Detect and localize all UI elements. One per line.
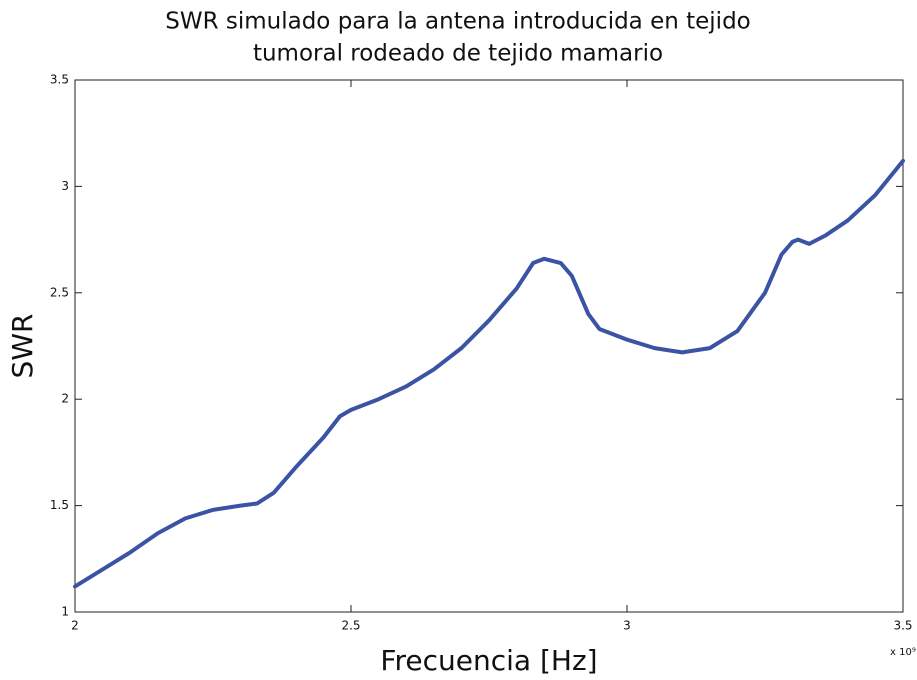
x-offset-text: x 10⁹ [890,647,916,658]
y-axis-label: SWR [6,314,39,379]
data-line [73,158,905,589]
y-tick-label: 1 [61,605,69,619]
y-tick-label: 3.5 [50,73,69,87]
x-tick-label: 3.5 [893,619,912,633]
chart-title: tumoral rodeado de tejido mamario [253,41,663,67]
x-tick-label: 2 [71,619,79,633]
x-axis-label: Frecuencia [Hz] [380,644,597,677]
y-tick-label: 2.5 [50,285,69,299]
x-tick-label: 2.5 [341,619,360,633]
y-tick-label: 1.5 [50,498,69,512]
y-tick-label: 2 [61,392,69,406]
chart-title: SWR simulado para la antena introducida … [165,9,751,35]
x-tick-label: 3 [623,619,631,633]
plot-frame [74,79,904,613]
y-tick-label: 3 [61,179,69,193]
